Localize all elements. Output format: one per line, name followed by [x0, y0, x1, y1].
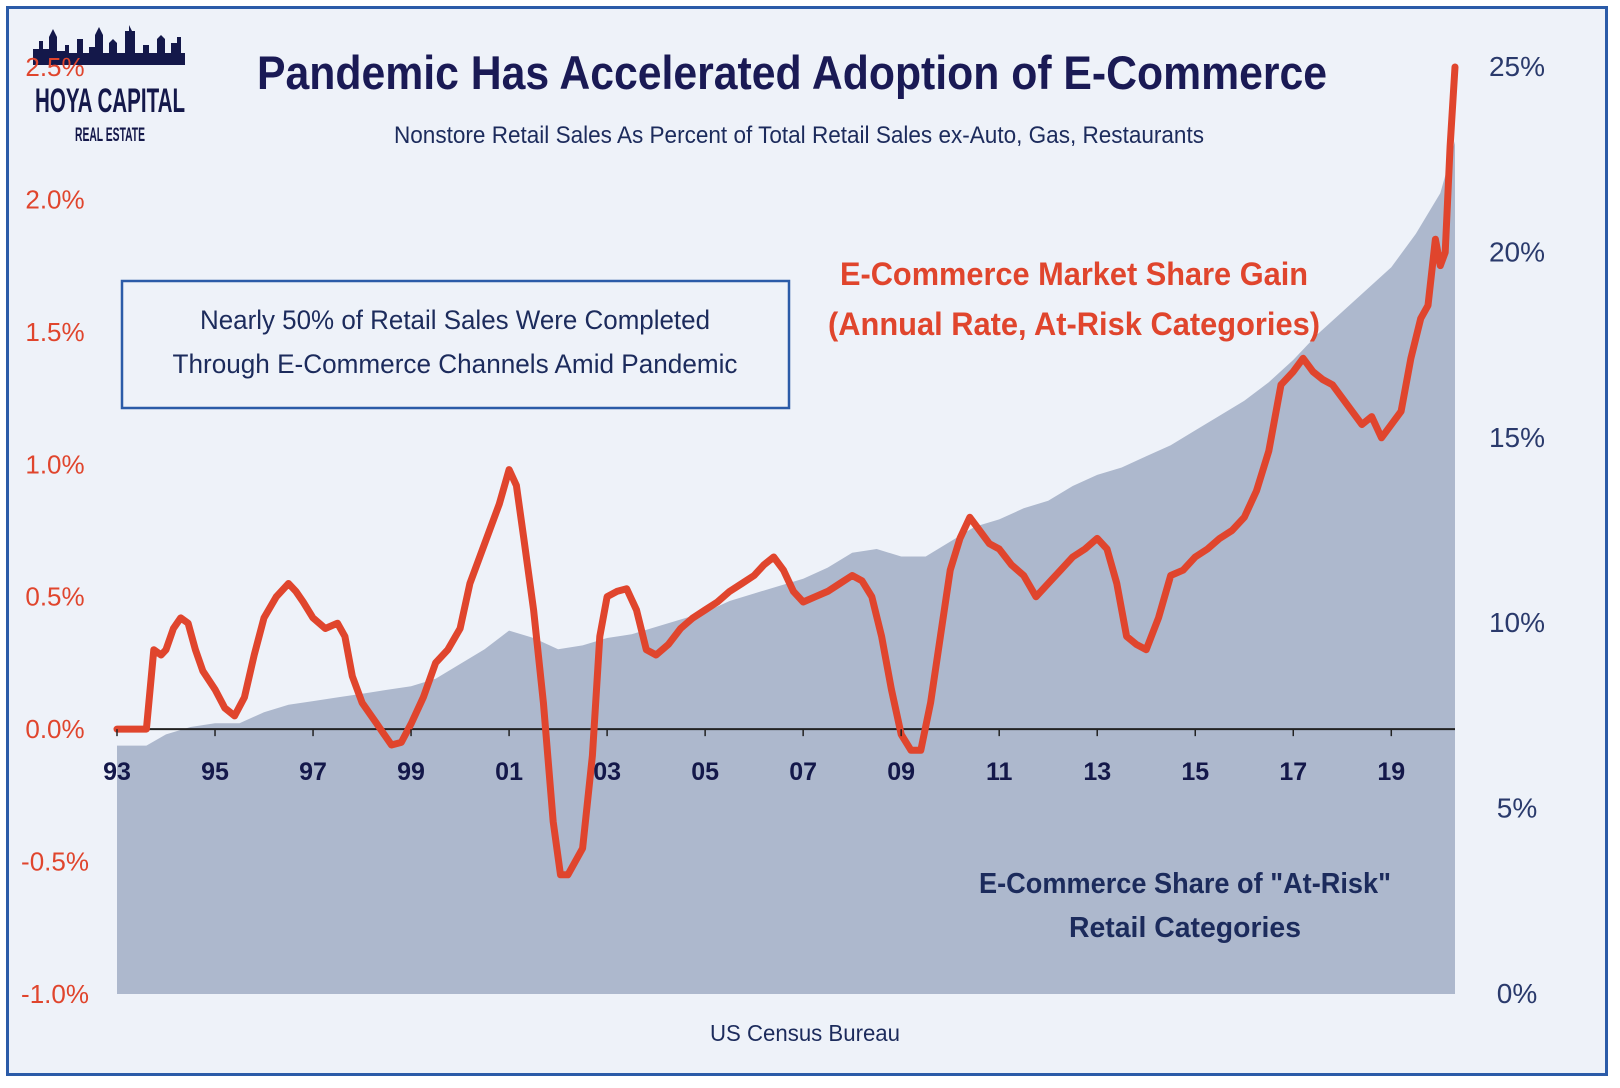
callout-line-2: Through E-Commerce Channels Amid Pandemi…	[173, 349, 738, 379]
logo-line-2: REAL ESTATE	[75, 125, 145, 146]
x-tick-label: 13	[1083, 758, 1111, 786]
x-tick-label: 09	[887, 758, 915, 786]
right-y-tick-label: 20%	[1489, 236, 1545, 267]
callout-border	[120, 279, 791, 410]
chart-canvas: HOYA CAPITAL REAL ESTATE Pandemic Has Ac…	[21, 25, 1545, 1046]
chart-subtitle: Nonstore Retail Sales As Percent of Tota…	[394, 122, 1204, 149]
chart-title: Pandemic Has Accelerated Adoption of E-C…	[257, 46, 1327, 99]
red-series-label-line-2: (Annual Rate, At-Risk Categories)	[828, 306, 1320, 342]
right-y-tick-label: 5%	[1497, 793, 1537, 824]
x-tick-label: 93	[103, 758, 131, 786]
x-axis-ticks: 93 95 97 99 01 03 05 07 09 11 13 15 17 19	[103, 729, 1405, 786]
skyline-icon	[33, 25, 185, 65]
area-series-label-line-1: E-Commerce Share of "At-Risk"	[979, 868, 1391, 900]
callout-line-1: Nearly 50% of Retail Sales Were Complete…	[200, 305, 710, 335]
x-tick-label: 05	[691, 758, 719, 786]
right-y-tick-label: 10%	[1489, 607, 1545, 638]
x-tick-label: 03	[593, 758, 621, 786]
x-tick-label: 99	[397, 758, 425, 786]
left-y-tick-label: -1.0%	[21, 979, 89, 1009]
area-series-label-line-2: Retail Categories	[1069, 912, 1301, 944]
ecommerce-share-area-layer	[117, 141, 1455, 994]
logo-line-1: HOYA CAPITAL	[35, 82, 185, 120]
x-tick-label: 95	[201, 758, 229, 786]
hoya-capital-logo: HOYA CAPITAL REAL ESTATE	[33, 25, 185, 146]
right-y-tick-label: 25%	[1489, 51, 1545, 82]
x-tick-label: 19	[1377, 758, 1405, 786]
market-share-gain-line-layer	[113, 63, 1459, 879]
left-y-tick-label: -0.5%	[21, 847, 89, 877]
left-y-axis-ticks: 2.5% 2.0% 1.5% 1.0% 0.5% 0.0% -0.5% -1.0%	[21, 52, 89, 1009]
left-y-tick-label: 0.5%	[25, 582, 84, 612]
chart-frame: HOYA CAPITAL REAL ESTATE Pandemic Has Ac…	[6, 6, 1608, 1076]
right-y-tick-label: 0%	[1497, 978, 1537, 1009]
x-tick-label: 11	[986, 758, 1013, 786]
x-tick-label: 07	[789, 758, 817, 786]
callout-box: Nearly 50% of Retail Sales Were Complete…	[120, 279, 791, 410]
left-y-tick-label: 2.5%	[25, 52, 84, 82]
left-y-tick-label: 1.5%	[25, 317, 84, 347]
left-y-tick-label: 1.0%	[25, 449, 84, 479]
market-share-gain-line	[113, 63, 1459, 879]
left-y-tick-label: 0.0%	[25, 714, 84, 744]
left-y-tick-label: 2.0%	[25, 184, 84, 214]
x-tick-label: 15	[1181, 758, 1209, 786]
right-y-tick-label: 15%	[1489, 422, 1545, 453]
red-series-label-line-1: E-Commerce Market Share Gain	[840, 256, 1308, 292]
source-label: US Census Bureau	[710, 1020, 900, 1046]
x-tick-label: 01	[495, 758, 523, 786]
right-y-axis-ticks: 25% 20% 15% 10% 5% 0%	[1489, 51, 1545, 1009]
ecommerce-share-area	[117, 141, 1455, 994]
x-tick-label: 97	[299, 758, 327, 786]
x-tick-label: 17	[1279, 758, 1307, 786]
